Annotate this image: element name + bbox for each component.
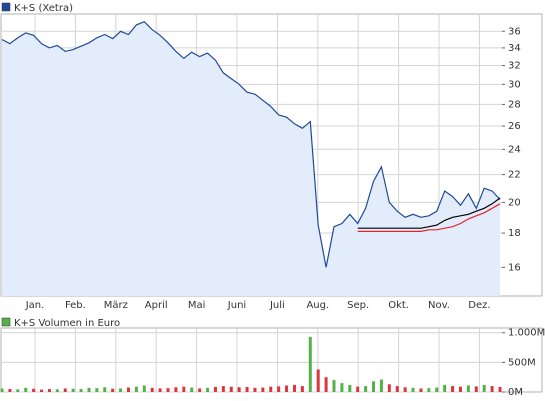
volume-bar [443, 384, 447, 392]
volume-bar [174, 387, 178, 392]
legend-swatch [1, 317, 11, 327]
volume-bar [451, 386, 455, 392]
volume-bar [158, 388, 162, 392]
x-tick-label: Dez. [468, 300, 490, 311]
volume-bar [8, 389, 12, 392]
volume-bar [229, 386, 233, 392]
volume-bar [277, 386, 281, 392]
volume-bar [253, 387, 257, 392]
volume-bar [55, 389, 59, 392]
volume-bar [466, 385, 470, 392]
volume-bar [63, 388, 67, 392]
volume-bar [474, 386, 478, 392]
y-tick-label: 34 [508, 43, 521, 54]
volume-bar [348, 384, 352, 392]
x-tick-label: Feb. [65, 300, 86, 311]
volume-bar [32, 388, 36, 392]
volume-bar [308, 336, 312, 392]
y-tick-label: 1.000M [508, 328, 545, 339]
y-tick-label: 24 [508, 144, 521, 155]
volume-bar [71, 388, 75, 392]
volume-bar [411, 387, 415, 392]
y-tick-label: 20 [508, 197, 521, 208]
x-tick-label: Jan. [25, 300, 45, 311]
volume-bar [261, 387, 265, 392]
volume-bar [213, 386, 217, 392]
volume-bar [403, 387, 407, 392]
volume-bar [237, 387, 241, 392]
average-line [357, 203, 501, 232]
volume-bar [364, 386, 368, 392]
volume-bar [419, 388, 423, 392]
volume-bar [16, 389, 20, 392]
volume-bar [324, 377, 328, 392]
y-tick-label: 36 [508, 26, 521, 37]
volume-bar [221, 386, 225, 392]
y-tick-label: 0M [508, 387, 523, 398]
price-area [2, 21, 500, 296]
x-tick-label: Okt. [388, 300, 409, 311]
y-tick-label: 16 [508, 262, 521, 273]
volume-bar [190, 387, 194, 392]
x-tick-label: März [104, 300, 128, 311]
volume-bar [292, 384, 296, 392]
volume-bar [356, 386, 360, 392]
x-tick-label: Sep. [347, 300, 369, 311]
volume-bar [126, 387, 130, 392]
x-tick-label: Juni [227, 300, 246, 311]
volume-bar [458, 386, 462, 392]
volume-bar [435, 387, 439, 392]
y-tick-label: 22 [508, 170, 521, 181]
volume-bar [427, 388, 431, 392]
y-tick-label: 30 [508, 79, 521, 90]
volume-bar [490, 386, 494, 392]
volume-bar [182, 386, 186, 392]
volume-bar [482, 384, 486, 392]
y-tick-label: 18 [508, 228, 521, 239]
legend-swatch [1, 2, 11, 12]
y-tick-label: 32 [508, 61, 521, 72]
volume-bar [103, 387, 107, 392]
x-tick-label: April [145, 300, 168, 311]
x-tick-label: Mai [188, 300, 206, 311]
y-tick-label: 500M [508, 357, 536, 368]
volume-bar [245, 386, 249, 392]
volume-bar [47, 389, 51, 392]
volume-bar [316, 369, 320, 392]
volume-bar [0, 388, 4, 392]
volume-bar [119, 388, 123, 392]
volume-bar [372, 381, 376, 392]
volume-bar [134, 386, 138, 392]
legend-label: K+S (Xetra) [14, 3, 73, 14]
x-tick-label: Juli [269, 300, 285, 311]
volume-bar [285, 385, 289, 392]
volume-bar [150, 387, 154, 392]
volume-bar [340, 383, 344, 392]
volume-bar [206, 387, 210, 392]
volume-bar [79, 389, 83, 392]
volume-bar [40, 389, 44, 392]
volume-bar [379, 379, 383, 392]
price-line [1, 20, 501, 268]
x-tick-label: Aug. [306, 300, 329, 311]
volume-bar [142, 385, 146, 392]
volume-bar [95, 388, 99, 392]
volume-bar [300, 386, 304, 392]
volume-bar [332, 380, 336, 392]
volume-bar [387, 384, 391, 392]
x-tick-label: Nov. [428, 300, 450, 311]
volume-bar [166, 388, 170, 392]
volume-bar [269, 386, 273, 392]
volume-bar [87, 387, 91, 392]
average-line [357, 197, 501, 229]
volume-bar [498, 386, 502, 392]
volume-bar [24, 387, 28, 392]
volume-bar [395, 386, 399, 392]
y-tick-label: 28 [508, 99, 521, 110]
volume-bar [111, 388, 115, 392]
legend-label: K+S Volumen in Euro [14, 318, 120, 329]
y-tick-label: 26 [508, 121, 521, 132]
volume-bar [198, 388, 202, 392]
